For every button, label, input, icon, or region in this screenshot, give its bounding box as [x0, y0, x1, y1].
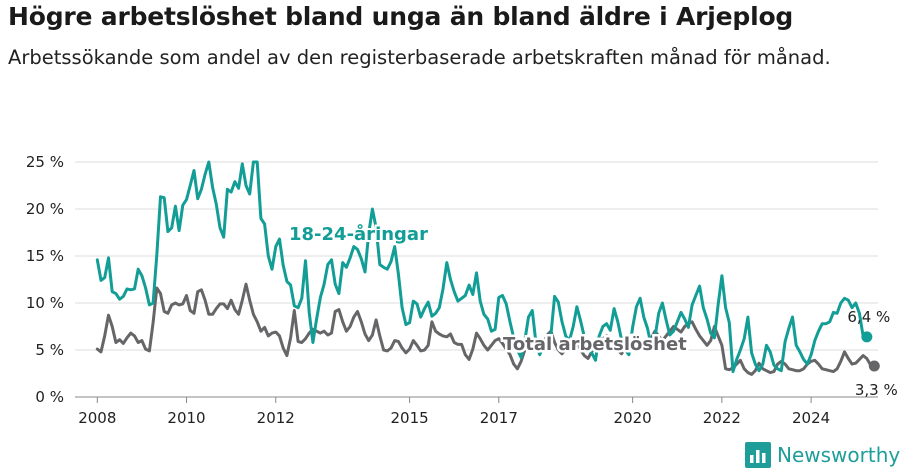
series-labels: 3,3 % 6,4 % 18-24-åringar Total arbetslöshe…	[287, 221, 898, 399]
y-tick-label: 0 %	[35, 388, 64, 406]
y-tick-label: 15 %	[26, 247, 64, 265]
brand-name: Newsworthy	[777, 443, 900, 467]
y-tick-label: 10 %	[26, 294, 64, 312]
x-axis: 2008 2010 2012 2015 2017 2020 2022 2024	[75, 396, 878, 427]
total-series-label: Total arbetslöshet	[503, 334, 687, 355]
y-tick-label: 25 %	[26, 153, 64, 171]
chart-title: Högre arbetslöshet bland unga än bland ä…	[8, 2, 794, 31]
y-tick-label: 20 %	[26, 200, 64, 218]
youth-end-label: 6,4 %	[847, 308, 890, 326]
series-lines	[95, 160, 880, 376]
newsworthy-logo[interactable]: Newsworthy	[745, 442, 900, 468]
total-series-line	[95, 282, 876, 376]
y-axis-ticks: 0 % 5 % 10 % 15 % 20 % 25 %	[26, 153, 64, 406]
x-tick-label: 2008	[78, 409, 116, 427]
x-tick-label: 2020	[614, 409, 652, 427]
bar-chart-logo-icon	[745, 442, 771, 468]
x-tick-label: 2012	[257, 409, 295, 427]
youth-series-label: 18-24-åringar	[289, 223, 428, 245]
x-tick-label: 2022	[703, 409, 741, 427]
x-tick-label: 2024	[792, 409, 830, 427]
x-tick-label: 2010	[167, 409, 205, 427]
x-tick-label: 2017	[480, 409, 518, 427]
youth-end-point	[861, 331, 873, 343]
total-end-label: 3,3 %	[855, 381, 898, 399]
y-tick-label: 5 %	[35, 341, 64, 359]
youth-series-line	[95, 160, 869, 374]
total-end-point	[868, 360, 880, 372]
chart-subtitle: Arbetssökande som andel av den registerb…	[8, 46, 831, 69]
x-tick-label: 2015	[390, 409, 428, 427]
